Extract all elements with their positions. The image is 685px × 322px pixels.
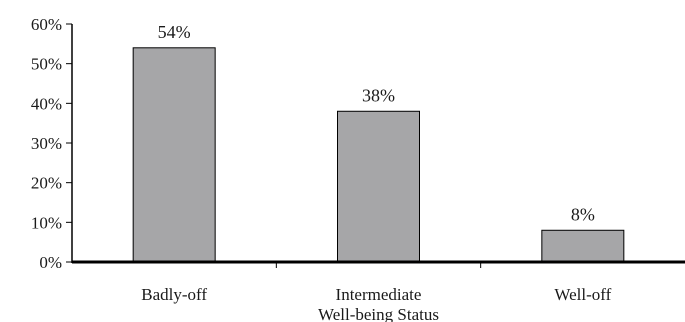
bar-badly-off	[132, 47, 216, 263]
data-label: 8%	[571, 204, 595, 224]
x-tick-label: Well-off	[554, 285, 611, 304]
axes	[71, 24, 685, 264]
data-labels: 54% 38% 8%	[158, 22, 595, 224]
y-tick-label: 30%	[31, 134, 62, 153]
data-label: 54%	[158, 22, 191, 42]
y-tick-label: 60%	[31, 15, 62, 34]
y-tick-label: 20%	[31, 174, 62, 193]
y-axis-ticks: 0% 10% 20% 30% 40% 50% 60%	[31, 15, 72, 272]
y-tick-label: 40%	[31, 94, 62, 113]
x-tick-label: Badly-off	[141, 285, 207, 304]
y-tick-label: 0%	[39, 253, 62, 272]
x-axis-ticks: Badly-off Intermediate Well-off	[141, 262, 612, 304]
x-axis-title: Well-being Status	[318, 305, 439, 322]
bar-intermediate	[337, 110, 420, 263]
x-tick-label: Intermediate	[336, 285, 422, 304]
y-tick-label: 10%	[31, 213, 62, 232]
y-tick-label: 50%	[31, 55, 62, 74]
bar-well-off	[541, 229, 625, 263]
bars	[132, 47, 625, 263]
data-label: 38%	[362, 85, 395, 105]
